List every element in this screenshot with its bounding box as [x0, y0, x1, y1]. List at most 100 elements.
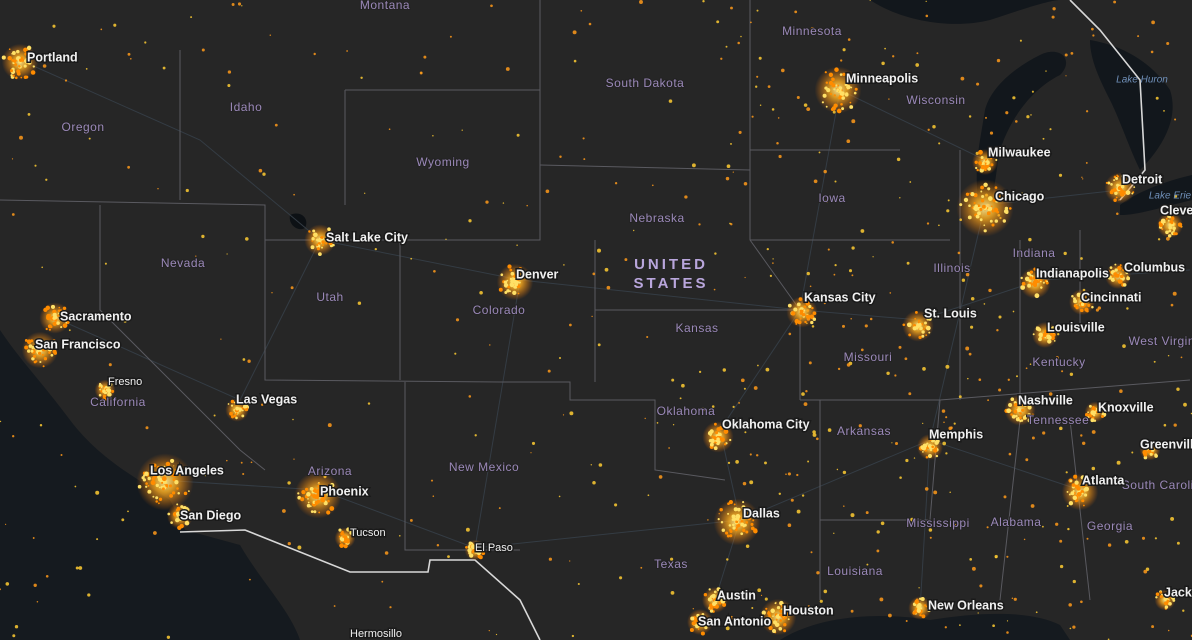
city-light [1013, 402, 1018, 407]
city-light [696, 613, 700, 618]
lake-michigan [976, 51, 1067, 215]
town-light [1092, 34, 1095, 37]
city-light [510, 271, 515, 276]
city-light [345, 538, 350, 543]
city-light [509, 290, 512, 293]
city-light [1159, 595, 1163, 599]
city-light [158, 502, 160, 505]
city-light [803, 309, 806, 312]
city-light [235, 416, 238, 420]
city-light [98, 393, 102, 397]
town-light [526, 204, 528, 207]
city-light [928, 331, 931, 334]
town-light [787, 523, 792, 527]
town-light [740, 378, 745, 383]
town-light [759, 104, 762, 106]
town-light [776, 142, 779, 145]
city-light [525, 271, 528, 274]
city-light [1034, 293, 1040, 299]
city-light [1044, 330, 1049, 335]
town-light [1031, 90, 1034, 93]
town-light [624, 258, 628, 262]
city-light [1155, 592, 1160, 596]
town-light [226, 459, 228, 462]
city-light [973, 202, 976, 205]
city-label: San Diego [180, 508, 241, 522]
city-light [179, 523, 184, 529]
city-light [318, 242, 321, 245]
city-light [1114, 263, 1117, 266]
city-light [33, 354, 36, 358]
city-light [1088, 293, 1093, 298]
town-light [563, 264, 565, 266]
city-light [1150, 448, 1155, 452]
city-light [709, 429, 714, 434]
city-light [1116, 175, 1120, 178]
city-light [997, 198, 1000, 201]
city-light [734, 528, 738, 532]
town-light [1042, 431, 1046, 435]
town-light [327, 423, 332, 428]
city-light [177, 465, 182, 470]
town-light [571, 634, 575, 638]
city-label: Milwaukee [988, 145, 1051, 159]
city-light [767, 610, 770, 613]
city-light [33, 345, 37, 350]
city-light [846, 80, 850, 84]
city-light [35, 340, 37, 343]
city-label: Phoenix [320, 484, 369, 498]
town-light [925, 0, 927, 3]
city-light [1031, 413, 1035, 418]
town-light [732, 171, 734, 173]
town-light [5, 582, 10, 586]
city-light [147, 484, 150, 487]
state-label: Colorado [473, 303, 526, 317]
city-light [1074, 499, 1078, 503]
town-light [965, 346, 970, 351]
state-label: California [90, 395, 146, 409]
city-light [1040, 286, 1043, 289]
city-light [1131, 192, 1134, 195]
town-light [904, 357, 908, 361]
town-light [445, 238, 447, 241]
city-light [716, 437, 720, 441]
town-light [1011, 597, 1014, 599]
city-light [312, 229, 316, 233]
city-light [902, 323, 906, 327]
town-light [262, 172, 266, 176]
city-light [974, 160, 978, 164]
town-light [766, 247, 769, 251]
city-light [318, 482, 320, 485]
town-light [896, 157, 901, 162]
city-light [1024, 276, 1030, 282]
city-light [8, 48, 11, 51]
town-light [944, 626, 947, 629]
city-light [925, 605, 928, 608]
city-light [981, 204, 986, 209]
town-light [958, 395, 962, 399]
city-label: Hermosillo [350, 628, 402, 640]
town-light [692, 608, 694, 610]
city-light [48, 328, 51, 331]
town-light [104, 262, 107, 265]
town-light [842, 48, 846, 52]
city-light [786, 612, 791, 617]
city-light [108, 396, 112, 400]
city-light [729, 438, 732, 442]
city-label: Salt Lake City [326, 230, 408, 244]
city-light [327, 499, 330, 503]
city-light [520, 275, 523, 279]
city-light [148, 472, 152, 476]
city-light [838, 86, 843, 90]
city-light [1074, 480, 1079, 485]
city-light [803, 305, 807, 308]
city-light [742, 501, 745, 504]
city-light [340, 537, 345, 542]
city-light [99, 388, 102, 391]
state-label: Idaho [230, 100, 263, 114]
city-light [154, 474, 158, 478]
city-light [959, 203, 963, 207]
city-label: Los Angeles [150, 463, 224, 477]
town-light [879, 597, 884, 602]
town-light [39, 424, 43, 427]
